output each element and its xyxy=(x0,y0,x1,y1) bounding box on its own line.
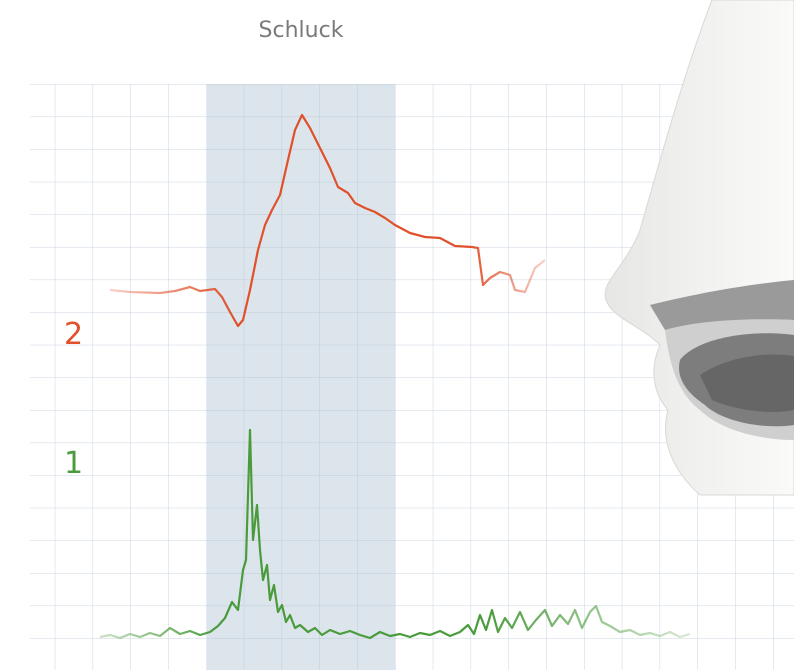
series-label: 2 xyxy=(64,317,83,352)
series-label: 1 xyxy=(64,446,83,481)
series-line xyxy=(99,428,691,640)
face-illustration xyxy=(604,0,794,496)
series-line xyxy=(109,113,546,328)
band-label: Schluck xyxy=(259,18,344,43)
highlight-band xyxy=(207,84,395,670)
